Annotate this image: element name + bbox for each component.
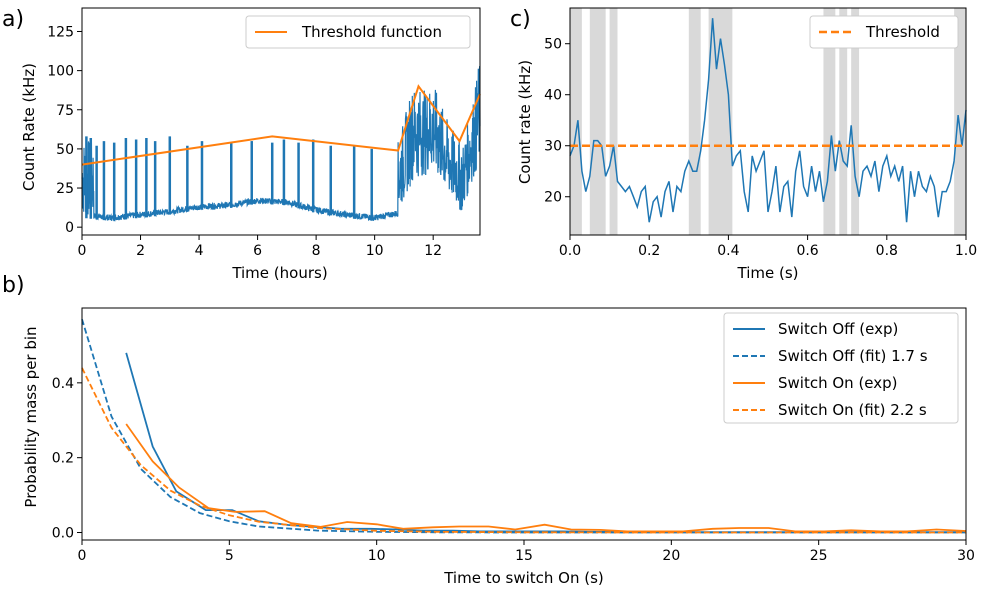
panel-b-axes: 0 5 10 15 20 25 30 0.0 0.2 0.4 [52, 307, 975, 564]
panel-a: a) 0 2 4 6 8 10 12 0 25 50 75 100 125 Time (hours) C… [2, 7, 481, 282]
panel-a-legend-threshold-label: Threshold function [301, 23, 442, 41]
panel-c-letter: c) [510, 7, 531, 32]
panel-c-shaded-interval [570, 8, 582, 235]
panel-a-xtick-label: 8 [312, 243, 321, 259]
panel-a-xtick-label: 10 [366, 243, 384, 259]
panel-a-xtick-label: 4 [195, 243, 204, 259]
panel-b-ytick-label: 0.0 [52, 526, 74, 542]
panel-c-shaded-interval [851, 8, 860, 235]
panel-a-threshold-line [81, 84, 481, 166]
panel-c-ytick-label: 40 [544, 88, 562, 104]
panel-c-ytick-label: 20 [544, 190, 562, 206]
panel-a-letter: a) [2, 7, 24, 32]
panel-b-legend-off-fit-label: Switch Off (fit) 1.7 s [778, 347, 928, 365]
panel-b-xtick-label: 15 [515, 548, 533, 564]
panel-a-xtick-label: 0 [78, 243, 87, 259]
panel-b-xtick-label: 30 [957, 548, 975, 564]
panel-b-plot-area [81, 318, 967, 534]
panel-b-legend-box [723, 312, 959, 424]
panel-b-xtick-label: 5 [225, 548, 234, 564]
panel-a-count-trace [81, 65, 481, 222]
panel-c-xtick-label: 1.0 [955, 243, 977, 259]
panel-c-shaded-interval [954, 8, 966, 235]
panel-c-shaded-interval [609, 8, 618, 235]
panel-a-axes: 0 2 4 6 8 10 12 0 25 50 75 100 125 [47, 7, 481, 259]
panel-b-xtick-label: 10 [368, 548, 386, 564]
panel-a-xtick-label: 6 [253, 243, 262, 259]
panel-b-ytick-label: 0.2 [52, 451, 74, 467]
panel-c-count-trace [569, 18, 967, 223]
panel-a-xtick-label: 2 [136, 243, 145, 259]
panel-a-ytick-label: 50 [56, 142, 74, 158]
panel-a-ytick-label: 0 [65, 220, 74, 236]
panel-b-legend-off-exp-label: Switch Off (exp) [778, 320, 898, 338]
panel-a-legend: Threshold function [245, 15, 471, 49]
panel-c-ytick-label: 30 [544, 139, 562, 155]
panel-c-legend: Threshold [809, 15, 959, 49]
panel-b-switch-on-fit-line [81, 367, 966, 534]
panel-a-ytick-label: 125 [47, 24, 74, 40]
panel-a-xtick-label: 12 [424, 243, 442, 259]
panel-a-legend-box [245, 15, 471, 49]
panel-a-ylabel: Count Rate (kHz) [20, 63, 38, 191]
panel-b-switch-on-exp-line [125, 423, 967, 533]
panel-c-shaded-interval [708, 8, 733, 235]
panel-b-xtick-label: 20 [662, 548, 680, 564]
panel-a-ytick-label: 75 [56, 103, 74, 119]
panel-c-legend-threshold-label: Threshold [865, 23, 940, 41]
panel-c-ylabel: Count rate (kHz) [516, 60, 534, 184]
panel-a-ytick-label: 25 [56, 181, 74, 197]
panel-b-letter: b) [2, 273, 25, 298]
panel-c-xtick-label: 0.0 [559, 243, 581, 259]
panel-b: b) 0 5 10 15 20 25 30 0.0 0.2 0.4 Time to switch … [2, 273, 975, 587]
panel-b-ylabel: Probability mass per bin [22, 326, 40, 507]
panel-b-xtick-label: 25 [810, 548, 828, 564]
panel-b-xtick-label: 0 [78, 548, 87, 564]
panel-b-ytick-label: 0.4 [52, 376, 74, 392]
panel-c-shaded-interval [688, 8, 701, 235]
panel-c-frame [569, 7, 967, 236]
panel-a-frame [81, 7, 481, 236]
panel-c-shaded-interval [589, 8, 606, 235]
panel-a-xlabel: Time (hours) [231, 264, 327, 282]
panel-c: c) 0.0 0.2 0.4 0.6 0.8 1.0 20 30 40 50 Time (s) C… [510, 7, 977, 282]
panel-c-xtick-label: 0.4 [717, 243, 739, 259]
panel-c-plot-area [569, 8, 967, 235]
panel-b-xlabel: Time to switch On (s) [443, 569, 604, 587]
panel-b-legend-on-exp-label: Switch On (exp) [778, 374, 898, 392]
panel-c-legend-box [809, 15, 959, 49]
panel-c-xlabel: Time (s) [737, 264, 799, 282]
panel-c-axes: 0.0 0.2 0.4 0.6 0.8 1.0 20 30 40 50 [544, 7, 977, 259]
panel-b-legend-on-fit-label: Switch On (fit) 2.2 s [778, 401, 927, 419]
panel-c-xtick-label: 0.2 [638, 243, 660, 259]
panel-c-ytick-label: 50 [544, 37, 562, 53]
panel-b-legend: Switch Off (exp) Switch Off (fit) 1.7 s … [723, 312, 959, 424]
panel-a-ytick-label: 100 [47, 64, 74, 80]
panel-c-xtick-label: 0.8 [876, 243, 898, 259]
panel-c-shaded-interval [839, 8, 848, 235]
panel-c-shaded-interval [823, 8, 836, 235]
panel-c-xtick-label: 0.6 [796, 243, 818, 259]
panel-a-plot-area [81, 65, 481, 222]
